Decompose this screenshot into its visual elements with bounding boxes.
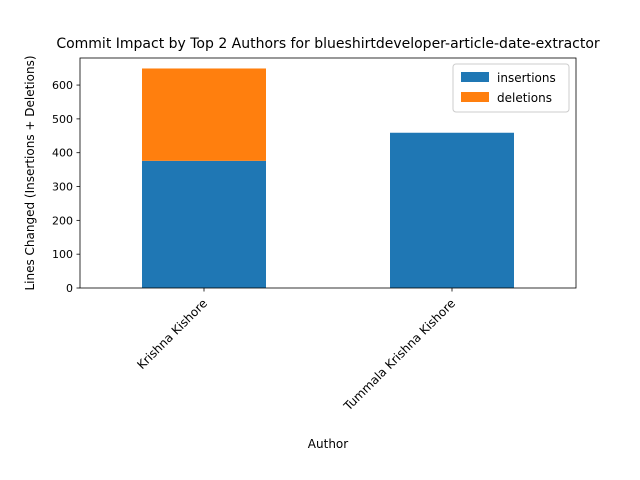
x-tick-label: Tummala Krishna Kishore [340,296,458,414]
chart-title: Commit Impact by Top 2 Authors for blues… [56,36,600,52]
y-tick-label: 400 [52,147,73,160]
x-tick-label: Krishna Kishore [134,296,210,372]
y-tick-label: 300 [52,181,73,194]
x-axis: Krishna Kishore Tummala Krishna Kishore [134,288,458,414]
y-tick-label: 200 [52,214,73,227]
legend: insertions deletions [452,63,570,113]
legend-label-insertions: insertions [497,71,556,85]
bar-layer [142,68,514,288]
plot-frame [79,57,577,289]
y-tick-label: 0 [66,282,73,295]
y-tick-label: 100 [52,248,73,261]
legend-swatch-deletions [461,92,489,102]
bar-insertions-1 [390,132,514,288]
bar-deletions-0 [142,68,266,161]
y-tick-label: 600 [52,79,73,92]
y-axis: 0 100 200 300 400 500 600 [52,79,80,295]
bar-insertions-0 [142,160,266,288]
legend-swatch-insertions [461,72,489,82]
y-tick-label: 500 [52,113,73,126]
x-axis-label: Author [308,437,348,451]
y-axis-label: Lines Changed (Insertions + Deletions) [23,55,37,290]
legend-label-deletions: deletions [497,91,552,105]
